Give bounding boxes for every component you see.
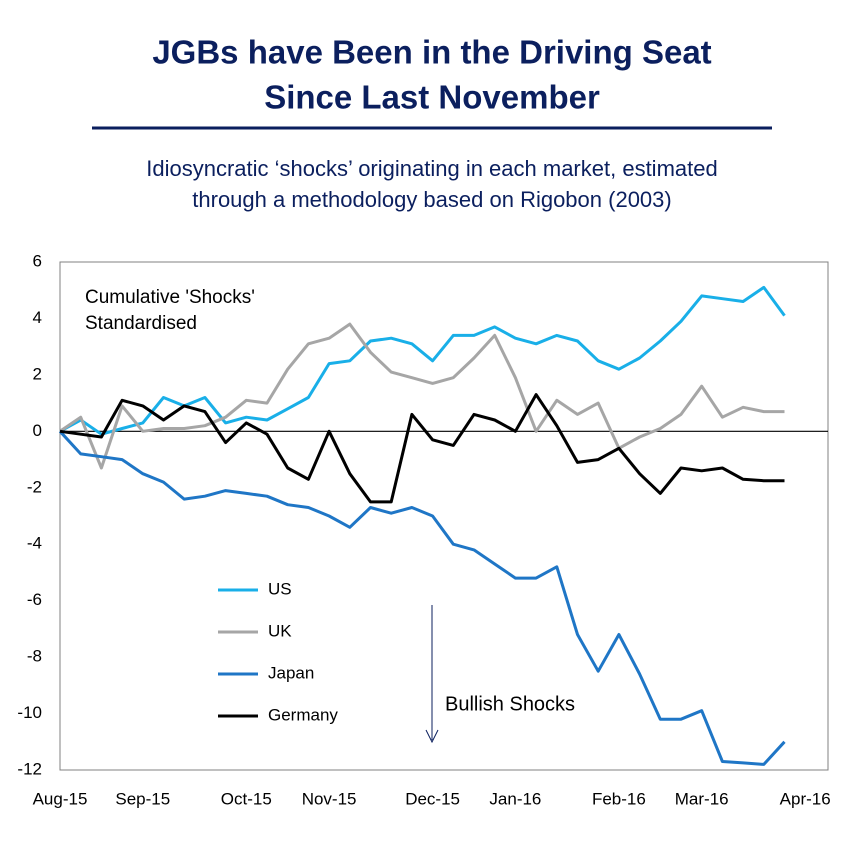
y-tick-label: -12 [17, 759, 42, 778]
y-tick-label: -8 [27, 647, 42, 666]
annotation: Cumulative 'Shocks' [85, 287, 255, 308]
y-tick-label: -4 [27, 534, 42, 553]
y-tick-label: -10 [17, 703, 42, 722]
x-tick-label: Apr-16 [780, 789, 831, 808]
x-tick-label: Feb-16 [592, 789, 646, 808]
x-tick-label: Mar-16 [675, 789, 729, 808]
x-tick-label: Sep-15 [115, 789, 170, 808]
annotation: Standardised [85, 313, 197, 334]
series-line [58, 430, 786, 766]
x-tick-label: Jan-16 [489, 789, 541, 808]
legend-label: UK [268, 621, 292, 640]
subtitle: Idiosyncratic ‘shocks’ originating in ea… [146, 156, 717, 181]
legend-label: Japan [268, 663, 314, 682]
legend-label: Germany [268, 705, 338, 724]
series-line [59, 285, 786, 436]
series-line [59, 322, 785, 470]
subtitle: through a methodology based on Rigobon (… [192, 187, 671, 212]
y-tick-label: -2 [27, 477, 42, 496]
annotation: Bullish Shocks [445, 693, 575, 715]
plot-frame [59, 261, 829, 771]
x-tick-label: Oct-15 [221, 789, 272, 808]
chart-title: Since Last November [264, 79, 600, 116]
y-tick-label: 2 [33, 364, 42, 383]
chart-title: JGBs have Been in the Driving Seat [152, 34, 711, 71]
x-tick-label: Aug-15 [33, 789, 88, 808]
x-tick-label: Dec-15 [405, 789, 460, 808]
y-tick-label: -6 [27, 590, 42, 609]
y-tick-label: 0 [33, 421, 42, 440]
y-tick-label: 4 [33, 308, 42, 327]
legend-label: US [268, 579, 292, 598]
arrow-head [425, 729, 439, 744]
series-line [59, 393, 785, 504]
y-tick-label: 6 [33, 251, 42, 270]
x-tick-label: Nov-15 [302, 789, 357, 808]
